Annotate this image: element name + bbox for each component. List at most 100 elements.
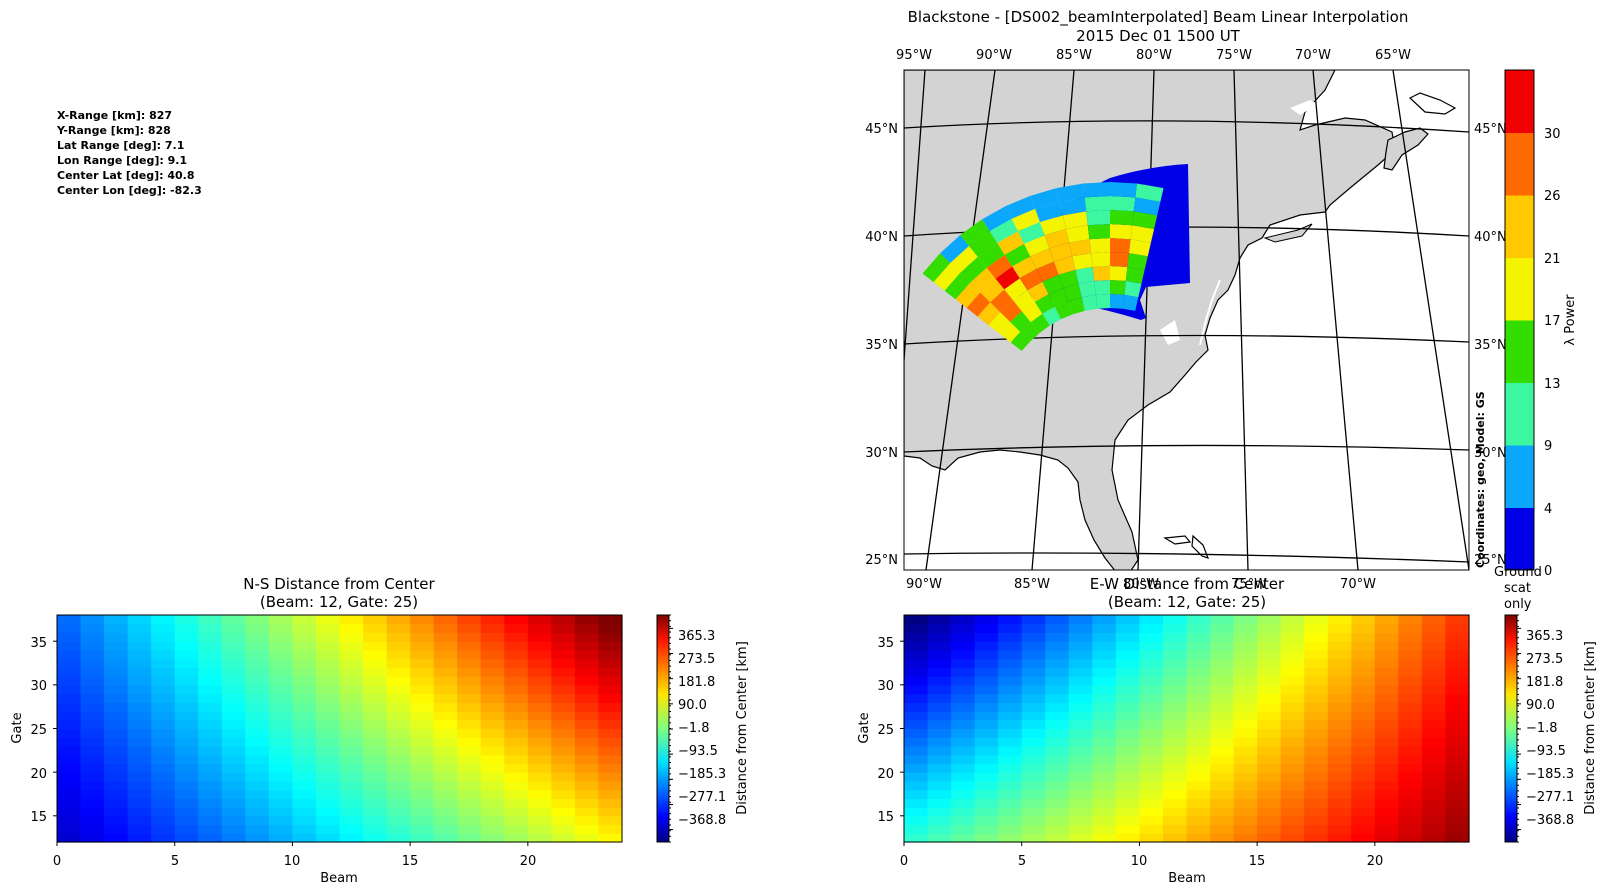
ew-x-tick-label: 5 [1018,854,1026,869]
ns-heatmap-cell [151,824,176,834]
ns-heatmap-cell [315,676,341,686]
ew-heatmap-cell [1280,745,1305,756]
ew-heatmap-cell [1351,737,1376,747]
ew-cb-label: 90.0 [1526,698,1555,713]
fan-cell [1059,197,1087,216]
ew-x-tick-label: 20 [1367,854,1384,869]
ns-heatmap-cell [574,684,600,695]
ew-heatmap-cell [904,772,929,782]
ns-heatmap-cell [339,676,364,686]
ew-heatmap-cell [1327,711,1352,721]
ns-heatmap-cell [292,728,317,738]
ns-heatmap-cell [127,667,152,677]
ew-y-tick-label: 25 [877,723,894,738]
ns-heatmap-cell [410,789,435,799]
ns-heatmap-cell [574,702,600,712]
ew-heatmap-cell [1021,702,1046,712]
ew-heatmap-cell [1045,754,1070,765]
ew-heatmap-cell [1045,745,1070,756]
ew-heatmap-cell [1304,728,1329,738]
long-island [1263,223,1313,243]
ew-heatmap-cell [1068,754,1093,765]
fan-cell [1035,201,1063,222]
ew-heatmap-cell [1162,615,1188,625]
ns-heatmap-cell [151,763,176,773]
ew-colorbar-label: Distance from Center [km] [1583,641,1598,815]
ew-heatmap-cell [927,623,952,634]
fan-cell [922,253,951,283]
ew-heatmap-cell [904,745,929,756]
ns-heatmap-cell [457,684,482,695]
ns-heatmap-cell [363,641,388,651]
ns-heatmap-cell [151,658,176,668]
ns-heatmap-cell [433,745,458,756]
fan-cell [1081,294,1098,311]
ew-heatmap-cell [1233,763,1258,773]
ns-heatmap-cell [174,615,199,625]
ew-heatmap-cell [1421,649,1447,660]
ew-heatmap-cell [1115,641,1141,651]
ew-heatmap-cell [1021,763,1046,773]
ns-colorbar-label: Distance from Center [km] [735,641,750,815]
ew-heatmap-cell [1021,728,1046,738]
ew-heatmap-cell [1304,745,1329,756]
ns-heatmap-cell [598,615,623,625]
ew-heatmap-cell [1162,728,1188,738]
ew-heatmap-cell [1021,667,1046,677]
ew-heatmap-cell [1186,676,1211,686]
ew-heatmap-cell [1421,711,1447,721]
ew-heatmap-cell [1327,815,1352,826]
ew-heatmap-cell [951,789,976,799]
ew-heatmap-cell [927,807,952,817]
bottom-lon-label: 80°W [1123,577,1159,592]
ns-heatmap-cell [410,780,435,791]
fan-cell [1125,267,1145,284]
ns-heatmap-cell [574,641,600,651]
ew-heatmap-cell [1115,772,1141,782]
ns-heatmap-cell [527,702,552,712]
fan-cell [995,266,1020,290]
ew-heatmap-cell [1092,623,1117,634]
ns-heatmap-cell [268,772,294,782]
ew-heatmap-cell [1092,719,1117,730]
ns-heatmap-cell [598,772,623,782]
ns-heatmap-cell [386,763,411,773]
ns-heatmap-cell [433,807,458,817]
ns-heatmap-cell [457,623,482,634]
ew-heatmap-cell [1186,667,1211,677]
ns-heatmap-cell [410,711,435,721]
ew-heatmap-cell [951,728,976,738]
ew-heatmap-cell [1233,789,1258,799]
ew-heatmap-cell [1257,641,1282,651]
ns-heatmap-cell [410,658,435,668]
ns-heatmap-cell [57,649,82,660]
ew-heatmap-cell [1139,649,1164,660]
ew-heatmap-cell [1210,632,1235,642]
ns-heatmap-cell [292,807,317,817]
power-colorbar-block [1505,320,1534,383]
right-lat-label: 45°N [1474,122,1507,137]
ew-heatmap-cell [998,824,1023,834]
ew-heatmap-cell [927,684,952,695]
ns-heatmap-cell [174,728,199,738]
ew-heatmap-cell [1351,711,1376,721]
ew-heatmap-cell [1115,623,1141,634]
ew-heatmap-cell [1257,684,1282,695]
ns-heatmap-cell [527,833,552,843]
ew-heatmap-cell [904,763,929,773]
ns-heatmap-cell [598,754,623,765]
ns-heatmap-cell [433,824,458,834]
ns-heatmap-cell [57,719,82,730]
ns-heatmap-cell [363,684,388,695]
fan-cell [1110,224,1133,240]
ew-heatmap-cell [1327,780,1352,791]
ns-heatmap-cell [104,684,129,695]
ns-heatmap-cell [127,772,152,782]
ew-heatmap-cell [1351,772,1376,782]
ew-heatmap-cell [1139,728,1164,738]
ew-heatmap-cell [1351,649,1376,660]
ew-heatmap-cell [1280,754,1305,765]
ns-heatmap-cell [198,789,223,799]
ns-heatmap-cell [386,615,411,625]
ew-heatmap-cell [1210,745,1235,756]
